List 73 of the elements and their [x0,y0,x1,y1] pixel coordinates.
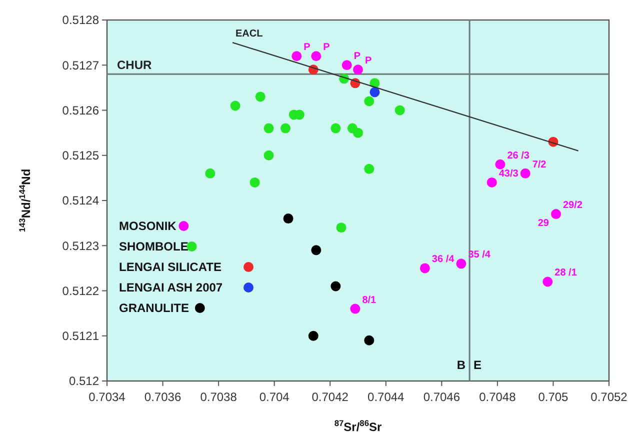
point [353,64,363,75]
annotation: 35 /4 [468,250,491,261]
x-tick-label: 0.7052 [590,390,628,404]
legend-label: LENGAI SILICATE [119,260,222,274]
point [370,87,380,98]
point [230,100,240,111]
point [311,51,322,62]
point [336,222,346,233]
y-tick-label: 0.512 [68,374,100,388]
annotation: E [474,358,482,372]
x-tick-label: 0.7038 [200,390,238,404]
y-tick-label: 0.5125 [62,148,100,163]
annotation: 7/2 [532,159,547,170]
point [520,168,530,178]
annotation: P [304,42,311,54]
point [364,335,374,346]
y-tick-label: 0.5121 [62,329,100,344]
point [311,245,322,256]
x-tick-label: 0.704 [259,390,290,404]
annotation: P [354,51,361,62]
point [350,304,360,314]
x-tick-label: 0.7048 [479,390,516,404]
point [292,51,302,62]
x-axis-title: $^{87}$Sr/$^{86}$Sr [334,418,382,434]
y-tick-label: 0.5122 [62,284,100,298]
legend-label: LENGAI ASH 2007 [119,280,223,295]
x-tick-label: 0.7042 [312,390,349,404]
point [342,60,352,70]
annotation: 28 /1 [554,268,578,279]
x-tick-label: 0.7036 [144,390,182,404]
point [364,96,374,106]
point [250,177,260,188]
annotation: P [365,56,372,67]
point [205,168,216,178]
point [542,276,553,287]
point [255,92,266,102]
ref-line-label: CHUR [117,58,152,72]
point [364,164,374,174]
legend-label: GRANULITE [119,301,189,316]
annotation: B [456,358,466,372]
annotation: P [323,42,330,54]
point [264,123,274,134]
annotation: 36 /4 [432,254,455,266]
y-tick-label: 0.5123 [62,238,100,253]
annotation: 43/3 [498,168,519,180]
point [308,330,318,341]
point [330,281,341,292]
x-tick-label: 0.7046 [423,390,460,404]
annotation: 29 [538,218,550,230]
point [420,263,430,274]
point [353,128,363,138]
legend-label: MOSONIK [119,219,177,234]
point [394,105,405,116]
point [486,177,497,188]
x-tick-label: 0.7044 [368,390,405,404]
point [456,258,466,269]
series-label: EACL [236,28,263,40]
point [264,150,274,160]
x-tick-label: 0.705 [538,390,569,404]
y-tick-label: 0.5124 [62,194,100,208]
y-tick-label: 0.5128 [62,13,100,28]
y-tick-label: 0.5127 [62,58,100,72]
annotation: 26 /3 [507,150,530,162]
y-tick-label: 0.5126 [62,103,100,118]
point [551,209,562,220]
point [280,123,290,134]
x-tick-label: 0.7034 [88,390,126,404]
point [495,159,506,170]
point [330,123,341,134]
point [283,214,294,224]
annotation: 29/2 [563,200,583,212]
annotation: 8/1 [362,294,377,306]
legend-label: SHOMBOLE [119,240,188,254]
